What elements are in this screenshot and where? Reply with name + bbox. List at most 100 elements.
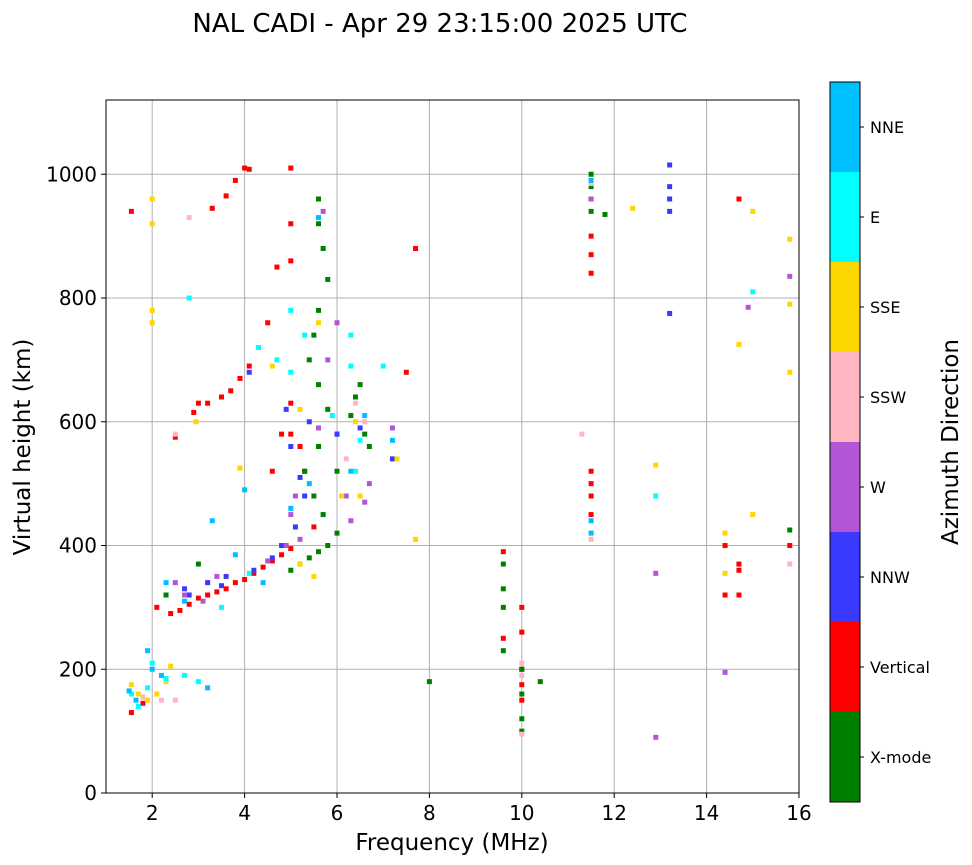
data-point-e [274,357,280,363]
colorbar-segment [830,712,860,802]
data-point-nne [158,672,164,678]
data-point-nne [126,688,132,694]
data-point-vertical [232,177,238,183]
data-point-ssw [140,694,146,700]
data-point-e [145,685,151,691]
data-point-vertical [519,629,525,635]
data-point-ssw [172,431,178,437]
data-point-sse [787,301,793,307]
data-point-ssw [352,400,358,406]
data-point-vertical [519,697,525,703]
data-point-nne [149,666,155,672]
data-point-nne [588,518,594,524]
data-point-w [172,580,178,586]
data-point-w [297,536,303,542]
data-point-vertical [736,567,742,573]
data-point-vertical [519,604,525,610]
data-point-e [750,289,756,295]
colorbar-segment [830,82,860,172]
data-point-w [265,558,271,564]
data-point-nnw [667,162,673,168]
data-point-sse [722,570,728,576]
data-point-w [653,570,659,576]
data-point-vertical [177,607,183,613]
data-point-sse [750,208,756,214]
data-point-sse [297,406,303,412]
data-point-x-mode [311,332,317,338]
plot-frame [105,99,800,794]
data-point-vertical [195,595,201,601]
data-point-nne [306,481,312,487]
data-point-x-mode [519,691,525,697]
y-tick-label: 1000 [46,162,97,186]
data-point-vertical [246,166,252,172]
x-tick-label: 8 [423,801,436,825]
data-point-sse [357,493,363,499]
data-point-vertical [140,700,146,706]
colorbar-segment [830,262,860,352]
data-point-sse [653,462,659,468]
data-point-nnw [357,425,363,431]
data-point-w [200,598,206,604]
data-point-vertical [279,431,285,437]
data-point-sse [297,561,303,567]
data-point-vertical [209,205,215,211]
x-tick-label: 12 [601,801,626,825]
data-point-sse [630,205,636,211]
data-point-sse [193,419,199,425]
data-point-ssw [588,181,594,187]
data-point-vertical [413,246,419,251]
chart-title: NAL CADI - Apr 29 23:15:00 2025 UTC [192,9,687,39]
y-tick-label: 800 [59,286,97,310]
data-point-vertical [588,270,594,276]
data-point-vertical [588,233,594,239]
y-axis-label: Virtual height (km) [10,339,36,556]
data-point-w [722,669,728,675]
data-point-e [348,363,354,369]
data-point-nnw [269,555,275,561]
data-point-nnw [667,310,673,316]
data-point-x-mode [352,394,358,400]
data-point-nnw [306,419,312,425]
data-point-x-mode [500,648,506,654]
data-point-vertical [191,409,197,415]
data-point-vertical [242,577,248,583]
data-point-x-mode [316,549,322,555]
data-point-vertical [500,635,506,641]
data-point-nne [209,518,215,524]
data-point-nnw [279,543,285,548]
colorbar-segment [830,442,860,532]
data-point-vertical [232,580,238,586]
data-point-sse [135,691,141,697]
data-point-e [135,703,141,709]
data-point-vertical [288,546,294,552]
data-point-ssw [186,215,192,221]
data-point-ssw [362,419,368,425]
data-point-sse [736,341,742,347]
data-point-nnw [667,184,673,190]
data-point-vertical [500,549,506,555]
data-point-vertical [128,208,134,214]
data-point-w [389,425,395,431]
data-point-x-mode [787,527,793,533]
data-point-nne [588,530,594,536]
data-point-vertical [787,543,793,548]
data-point-vertical [186,601,192,607]
data-point-nne [288,505,294,511]
colorbar-tick-label: SSE [870,298,900,317]
colorbar-tick-label: NNE [870,118,904,137]
data-point-nnw [205,580,211,586]
data-point-ssw [172,697,178,703]
data-point-vertical [228,388,234,394]
data-point-nnw [389,456,395,462]
data-point-e [163,676,169,682]
data-point-x-mode [366,444,372,449]
data-point-x-mode [288,567,294,573]
data-point-nnw [297,474,303,480]
x-tick-label: 6 [331,801,344,825]
data-point-vertical [154,604,160,610]
data-point-ssw [787,561,793,567]
colorbar-tick-label: NNW [870,568,910,587]
